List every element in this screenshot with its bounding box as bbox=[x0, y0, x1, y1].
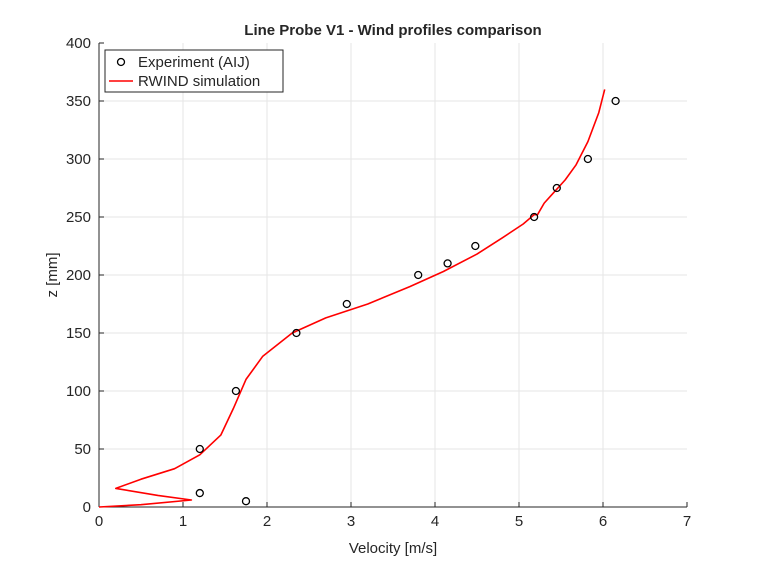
experiment-point bbox=[195, 444, 204, 454]
x-tick-label: 1 bbox=[179, 513, 187, 530]
y-tick-label: 100 bbox=[66, 383, 91, 400]
x-tick-label: 7 bbox=[683, 513, 691, 530]
y-axis-label: z [mm] bbox=[44, 253, 61, 298]
x-axis-label: Velocity [m/s] bbox=[349, 540, 437, 557]
x-tick-label: 2 bbox=[263, 513, 271, 530]
y-tick-label: 400 bbox=[66, 35, 91, 52]
axes bbox=[98, 42, 688, 508]
legend-label-simulation: RWIND simulation bbox=[138, 73, 260, 90]
y-tick-label: 50 bbox=[74, 441, 91, 458]
legend: Experiment (AIJ) RWIND simulation bbox=[104, 49, 284, 93]
experiment-point bbox=[583, 154, 593, 164]
y-tick-label: 150 bbox=[66, 325, 91, 342]
experiment-point bbox=[292, 328, 301, 338]
y-tick-label: 200 bbox=[66, 267, 91, 284]
y-tick-labels: 0 50 100 150 200 250 300 350 400 bbox=[66, 35, 91, 516]
y-tick-label: 300 bbox=[66, 151, 91, 168]
experiment-point bbox=[529, 212, 539, 222]
x-tick-label: 5 bbox=[515, 513, 523, 530]
experiment-point bbox=[414, 270, 423, 280]
chart-title: Line Probe V1 - Wind profiles comparison bbox=[244, 22, 541, 39]
x-tick-labels: 0 1 2 3 4 5 6 7 bbox=[95, 513, 691, 530]
x-tick-label: 0 bbox=[95, 513, 103, 530]
experiment-point bbox=[342, 299, 351, 309]
legend-label-experiment: Experiment (AIJ) bbox=[138, 54, 250, 71]
legend-box bbox=[104, 49, 284, 93]
experiment-point bbox=[471, 241, 480, 251]
experiment-series bbox=[195, 96, 620, 506]
experiment-point bbox=[443, 259, 452, 268]
experiment-point bbox=[552, 183, 561, 193]
y-tick-label: 250 bbox=[66, 209, 91, 226]
legend-marker-experiment bbox=[116, 57, 126, 67]
y-tick-label: 0 bbox=[83, 499, 91, 516]
experiment-point bbox=[195, 488, 204, 498]
experiment-point bbox=[611, 96, 620, 106]
experiment-point bbox=[231, 386, 241, 396]
x-tick-label: 4 bbox=[431, 513, 439, 530]
grid bbox=[99, 43, 687, 507]
simulation-line bbox=[98, 89, 606, 508]
x-tick-label: 6 bbox=[599, 513, 607, 530]
x-tick-label: 3 bbox=[347, 513, 355, 530]
y-tick-label: 350 bbox=[66, 93, 91, 110]
experiment-point bbox=[241, 497, 251, 506]
simulation-series bbox=[98, 89, 606, 508]
